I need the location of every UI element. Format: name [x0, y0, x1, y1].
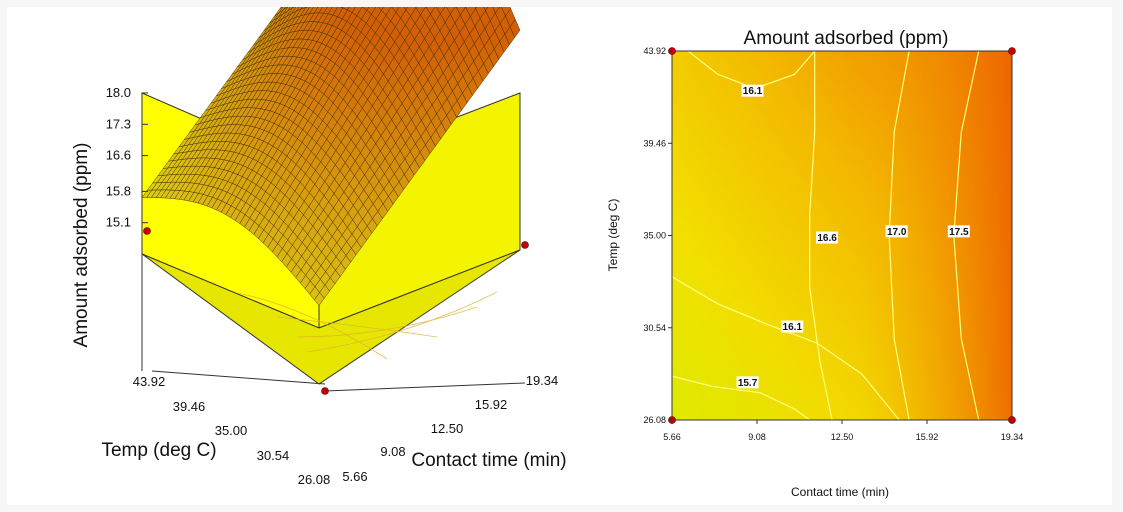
- x-axis-ticks: 5.66 9.08 12.50 15.92 19.34: [324, 373, 559, 484]
- surface-cell: [483, 7, 489, 12]
- y-tick-label: 39.46: [173, 399, 206, 414]
- contour-label-bg: [885, 225, 908, 238]
- contour-label: 16.1: [783, 322, 803, 333]
- contour-title: Amount adsorbed (ppm): [744, 28, 949, 49]
- y-tick-label: 26.08: [298, 472, 331, 487]
- y-tick-label: 30.54: [643, 323, 666, 333]
- design-point: [143, 227, 151, 235]
- z-axis-ticks: 15.1 15.8 16.6 17.3 18.0: [106, 85, 148, 230]
- y-tick-label: 26.08: [643, 415, 666, 425]
- x-tick-label: 12.50: [431, 421, 464, 436]
- x-tick-label: 15.92: [916, 432, 939, 442]
- contour-label-bg: [736, 376, 759, 389]
- x-axis-line: [324, 382, 526, 392]
- contour-labels: 16.1 16.6 17.0 17.5 16.1 15.7: [736, 84, 970, 389]
- figure: 15.1 15.8 16.6 17.3 18.0 26.08 30.54 35.00 39.4…: [7, 7, 1112, 505]
- z-axis-label: Amount adsorbed (ppm): [71, 143, 92, 348]
- y-tick-label: 39.46: [643, 138, 666, 148]
- contour-line: [809, 51, 833, 421]
- contour-x-label: Contact time (min): [791, 485, 889, 499]
- contour-label-bg: [781, 320, 804, 333]
- surface-plot-3d: 15.1 15.8 16.6 17.3 18.0 26.08 30.54 35.00 39.4…: [71, 7, 567, 487]
- contour-label-bg: [947, 225, 970, 238]
- contour-y-label: Temp (deg C): [606, 199, 620, 272]
- contour-x-ticks: 5.66 9.08 12.50 15.92 19.34: [663, 420, 1023, 442]
- contour-label: 17.5: [949, 227, 969, 238]
- floor-contours: [236, 291, 498, 360]
- y-tick-label: 43.92: [643, 46, 666, 56]
- contour-label-bg: [741, 84, 764, 97]
- z-tick-label: 17.3: [106, 116, 131, 131]
- y-tick-label: 30.54: [257, 448, 290, 463]
- x-axis-label: Contact time (min): [411, 450, 566, 471]
- contour-label: 16.1: [743, 86, 763, 97]
- contour-label: 16.6: [817, 233, 837, 244]
- x-tick-label: 5.66: [342, 469, 367, 484]
- contour-label-bg: [816, 231, 839, 244]
- y-axis-line: [151, 370, 326, 385]
- y-tick-label: 35.00: [643, 231, 666, 241]
- contour-line: [671, 276, 900, 421]
- x-tick-label: 15.92: [475, 397, 508, 412]
- surface-cell: [403, 7, 408, 11]
- x-tick-label: 19.34: [1001, 432, 1024, 442]
- response-surface: [141, 7, 521, 306]
- contour-label: 15.7: [738, 378, 758, 389]
- y-tick-label: 43.92: [133, 374, 166, 389]
- y-axis-label: Temp (deg C): [101, 440, 216, 461]
- contour-y-ticks: 26.08 30.54 35.00 39.46 43.92: [643, 46, 672, 425]
- contour-plot: 16.1 16.6 17.0 17.5 16.1 15.7 5.66 9.08 12.50 15…: [606, 28, 1023, 499]
- y-axis-ticks: 26.08 30.54 35.00 39.46 43.92: [133, 370, 331, 487]
- z-tick-label: 15.8: [106, 183, 131, 198]
- z-tick-label: 16.6: [106, 148, 131, 163]
- y-tick-label: 35.00: [215, 423, 248, 438]
- design-point: [521, 241, 529, 249]
- contour-label: 17.0: [887, 227, 907, 238]
- x-tick-label: 9.08: [748, 432, 766, 442]
- design-point: [1008, 47, 1016, 55]
- z-tick-label: 18.0: [106, 85, 131, 100]
- x-tick-label: 12.50: [831, 432, 854, 442]
- x-tick-label: 5.66: [663, 432, 681, 442]
- floor: [141, 249, 521, 385]
- x-tick-label: 19.34: [526, 373, 559, 388]
- contour-line: [671, 375, 811, 421]
- surface-cell: [314, 292, 325, 306]
- x-tick-label: 9.08: [380, 444, 405, 459]
- z-tick-label: 15.1: [106, 215, 131, 230]
